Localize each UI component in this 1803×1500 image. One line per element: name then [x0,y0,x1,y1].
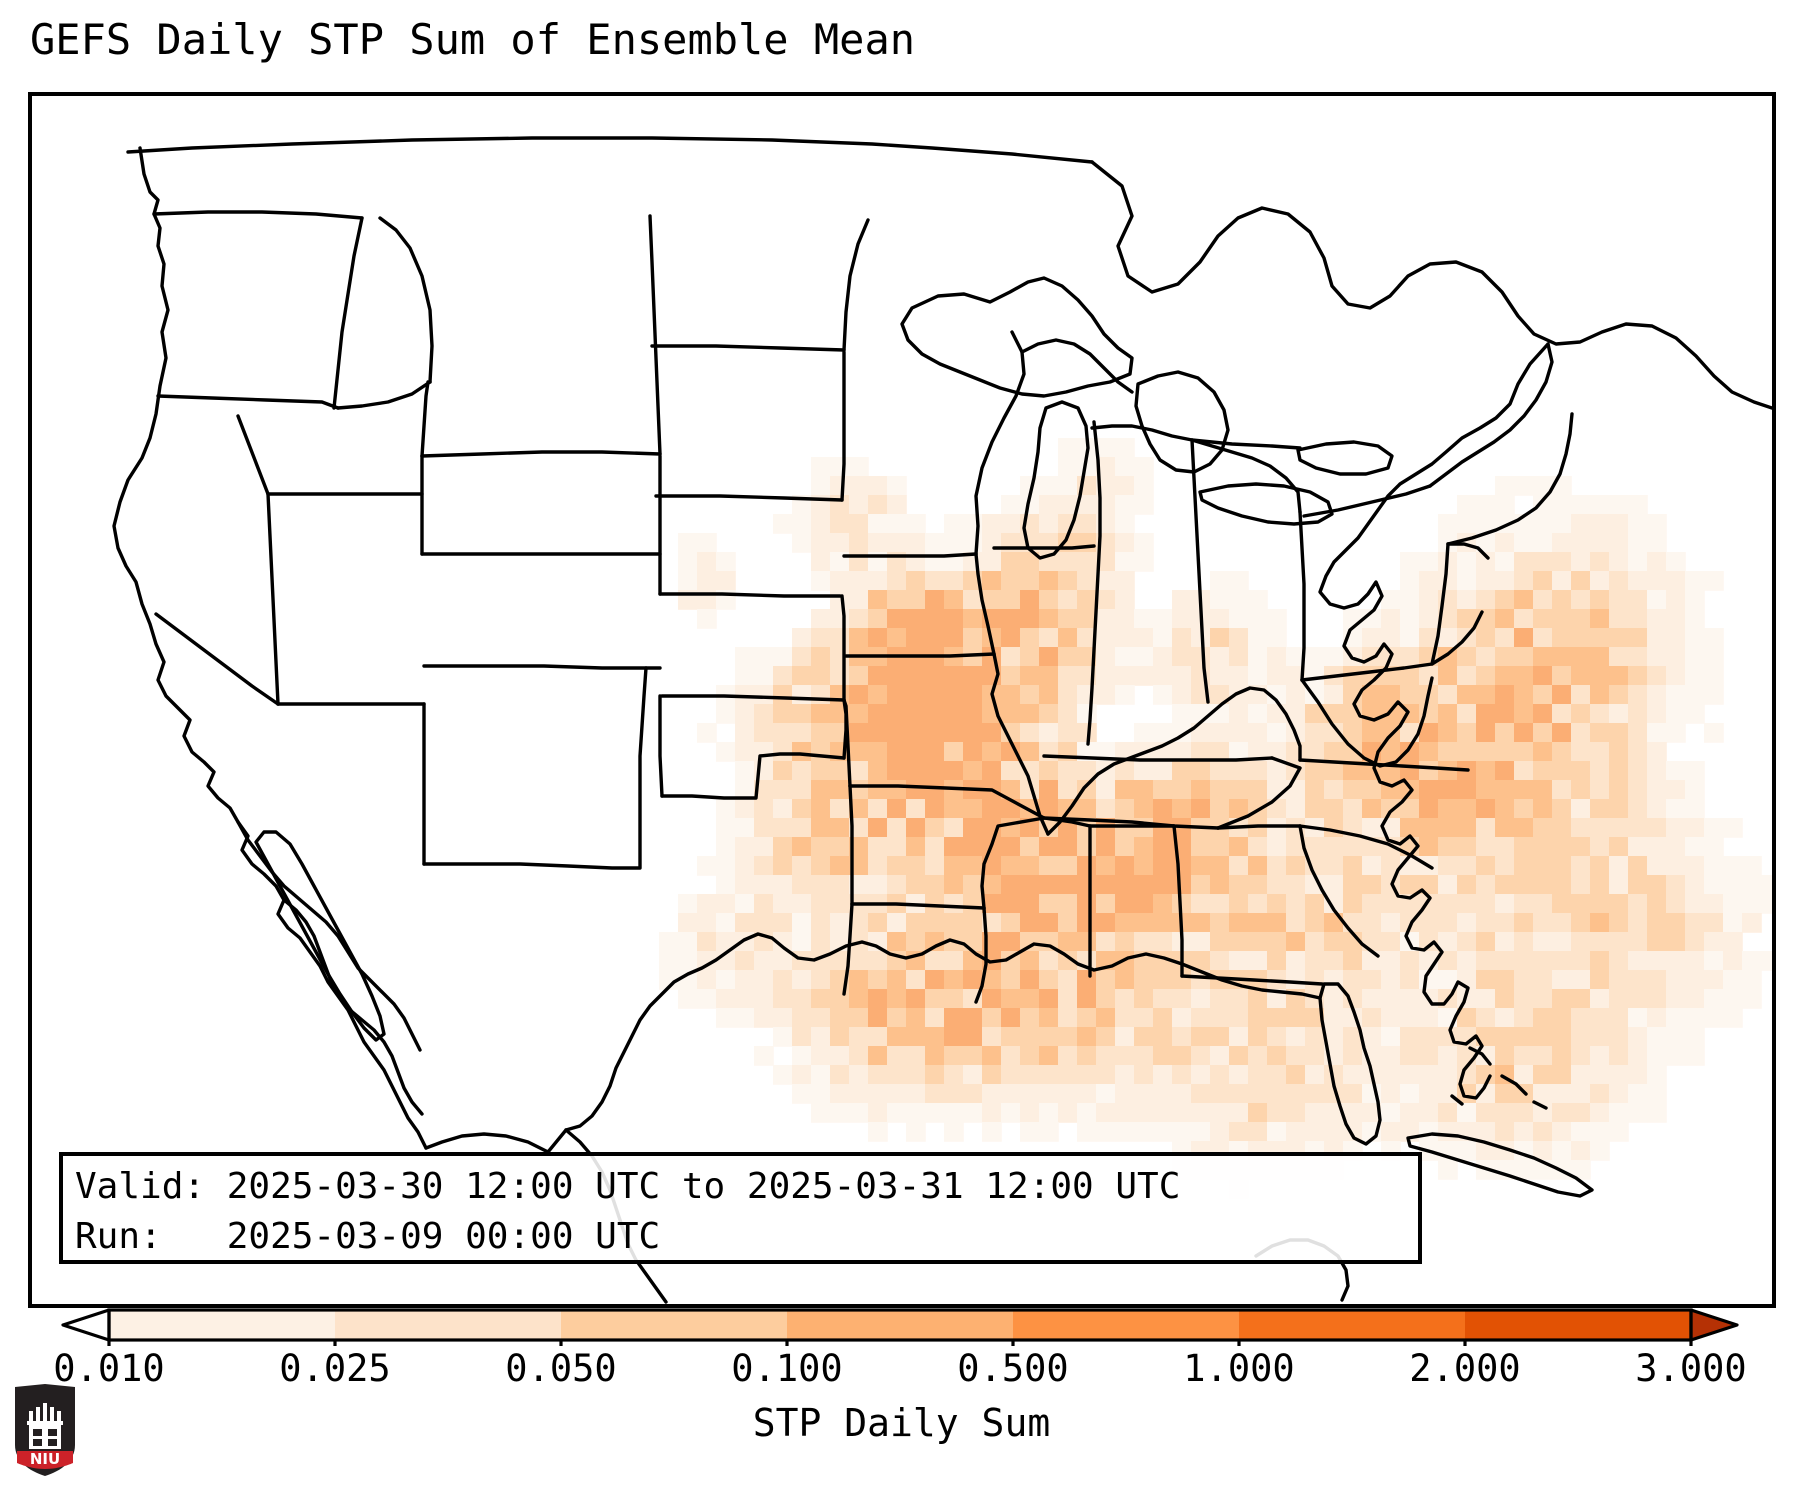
map-panel[interactable] [28,92,1776,1308]
colorbar-svg [61,1308,1739,1346]
niu-banner-text: NIU [30,1450,60,1468]
niu-banner [17,1451,73,1469]
geography-outlines [112,136,1772,1304]
colorbar-tick-label: 1.000 [1183,1347,1295,1390]
colorbar-tick-label: 0.010 [53,1347,165,1390]
run-time-line: Run: 2025-03-09 00:00 UTC [75,1216,661,1257]
colorbar[interactable] [55,1300,1745,1346]
colorbar-bands [109,1310,1692,1340]
colorbar-tick-label: 2.000 [1409,1347,1521,1390]
page-title: GEFS Daily STP Sum of Ensemble Mean [30,15,916,64]
colorbar-ticks [107,1340,1693,1346]
niu-logo: NIU [14,1383,76,1477]
colorbar-tick-label: 0.050 [505,1347,617,1390]
data-grid-cells [659,438,1772,1199]
niu-logo-svg: NIU [15,1384,75,1476]
forecast-info-box: Valid: 2025-03-30 12:00 UTC to 2025-03-3… [59,1152,1422,1264]
colorbar-tick-label: 0.500 [957,1347,1069,1390]
colorbar-tick-labels: 0.010 0.025 0.050 0.100 0.500 1.000 2.000 3.000 [0,1348,1803,1394]
colorbar-tick-label: 3.000 [1635,1347,1747,1390]
colorbar-tick-label: 0.100 [731,1347,843,1390]
colorbar-axis-label: STP Daily Sum [752,1401,1051,1445]
colorbar-outline [107,1308,1693,1342]
map-svg [112,136,1772,1304]
valid-time-line: Valid: 2025-03-30 12:00 UTC to 2025-03-3… [75,1166,1181,1207]
colorbar-tick-label: 0.025 [279,1347,391,1390]
castle-windows [33,1429,57,1446]
